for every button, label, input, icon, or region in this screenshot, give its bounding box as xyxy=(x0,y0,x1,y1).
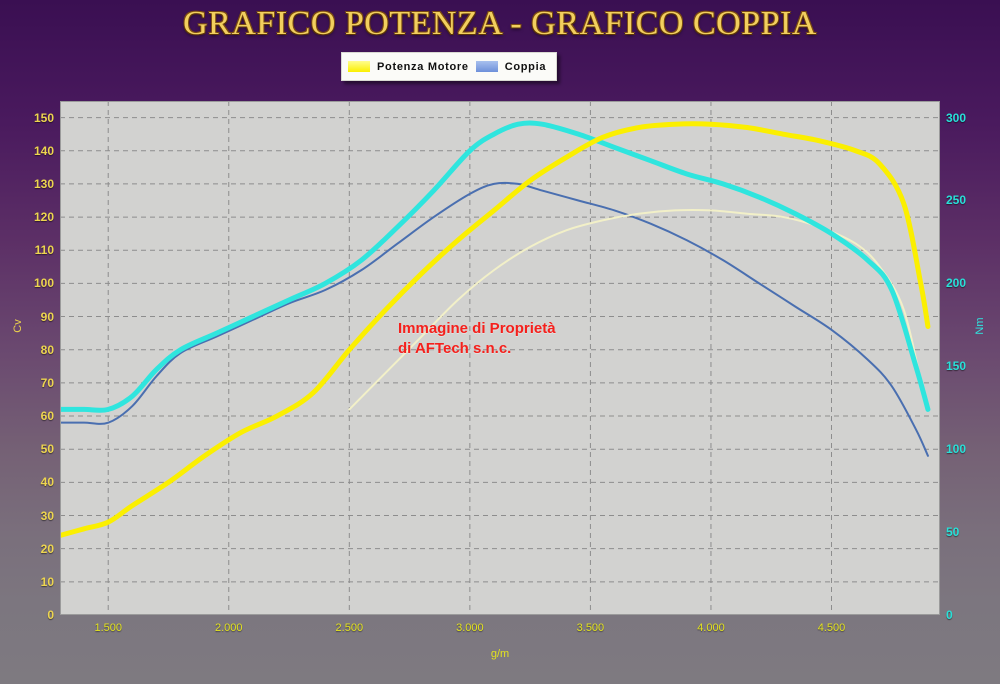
page-title: GRAFICO POTENZA - GRAFICO COPPIA xyxy=(183,5,817,42)
y-tick-left: 80 xyxy=(40,342,54,357)
legend-label-coppia: Coppia xyxy=(504,60,547,73)
y-tick-right: 100 xyxy=(946,442,967,457)
y-tick-left: 120 xyxy=(33,210,54,225)
plot-svg xyxy=(60,101,940,615)
x-axis-label: g/m xyxy=(490,648,510,660)
y-tick-right: 50 xyxy=(946,525,960,540)
y-tick-right: 200 xyxy=(946,276,967,291)
y-tick-left: 10 xyxy=(40,574,54,589)
y-axis-right-ticks: 0 50 100 150 200 250 300 xyxy=(946,0,996,684)
y-tick-left: 0 xyxy=(47,608,54,622)
series-line-3 xyxy=(60,181,929,457)
watermark: Immagine di Proprietà di AFTech s.n.c. xyxy=(398,319,556,360)
y-tick-left: 30 xyxy=(40,508,54,523)
plot-background xyxy=(60,101,940,615)
y-tick-left: 70 xyxy=(40,375,54,390)
y-tick-left: 40 xyxy=(40,475,54,490)
x-tick: 4.500 xyxy=(817,622,846,634)
x-tick: 1.500 xyxy=(94,622,122,634)
y-tick-left: 90 xyxy=(40,309,54,324)
x-tick: 4.000 xyxy=(697,622,725,634)
x-tick: 2.000 xyxy=(215,622,243,634)
chart-legend: Potenza Motore Coppia xyxy=(341,52,558,81)
watermark-line-2: di AFTech s.n.c. xyxy=(398,340,512,358)
grid-lines xyxy=(60,101,940,615)
y-tick-left: 20 xyxy=(40,541,54,556)
plot-area xyxy=(60,101,940,615)
y-tick-left: 140 xyxy=(33,143,54,158)
y-axis-right-label: Nm xyxy=(974,317,986,335)
y-tick-left: 50 xyxy=(40,442,54,457)
y-tick-right: 300 xyxy=(946,110,967,125)
series-line-1 xyxy=(60,120,931,413)
x-tick: 2.500 xyxy=(335,622,364,634)
y-tick-right: 150 xyxy=(946,359,967,374)
y-axis-left-label: Cv xyxy=(12,319,24,333)
plot-border xyxy=(60,101,940,615)
watermark-line-1: Immagine di Proprietà xyxy=(398,320,556,337)
y-tick-right: 250 xyxy=(946,193,967,208)
series-line-0 xyxy=(60,121,931,538)
legend-swatch-potenza xyxy=(348,61,370,72)
x-tick: 3.500 xyxy=(576,622,605,634)
y-tick-left: 130 xyxy=(33,176,54,191)
y-tick-left: 100 xyxy=(33,276,54,291)
series-line-2 xyxy=(348,209,925,411)
legend-label-potenza: Potenza Motore xyxy=(377,60,469,73)
y-tick-left: 110 xyxy=(34,243,54,258)
y-tick-left: 60 xyxy=(40,409,54,424)
x-tick: 3.000 xyxy=(456,622,484,634)
y-tick-right: 0 xyxy=(946,608,953,622)
y-tick-left: 150 xyxy=(33,110,54,125)
legend-swatch-coppia xyxy=(475,61,498,72)
y-axis-left-ticks: 0 10 20 30 40 50 60 70 80 90 100 110 120 130 140 150 xyxy=(10,0,54,684)
